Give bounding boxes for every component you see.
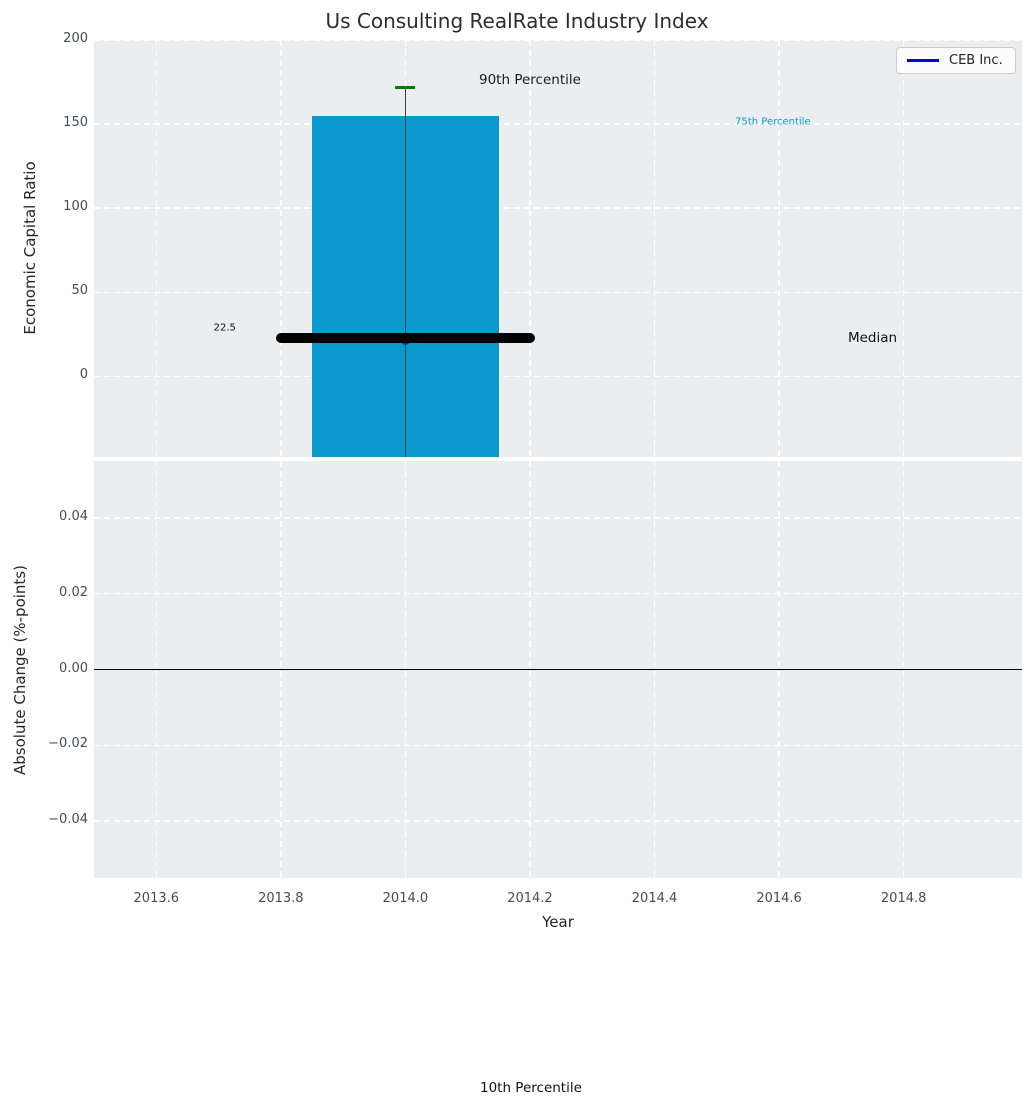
gridline-vertical: [653, 40, 656, 457]
gridline-horizontal: [94, 40, 1022, 41]
x-tick-label: 2014.8: [880, 891, 927, 906]
annotation-p75-label: 75th Percentile: [735, 116, 811, 128]
y-tick-label: 0.02: [59, 584, 88, 600]
y-tick-label: 150: [63, 115, 88, 131]
legend-line-icon: [907, 59, 939, 62]
y-tick-label: −0.02: [48, 736, 88, 752]
gridline-vertical: [280, 40, 282, 457]
chart-title: Us Consulting RealRate Industry Index: [325, 9, 709, 33]
top-panel: [94, 40, 1022, 457]
zero-reference-line: [94, 668, 1022, 671]
y-tick-label: 0.00: [59, 660, 88, 676]
annotation-median-value-label: 22.5: [213, 322, 236, 334]
y-tick-label: −0.04: [48, 812, 88, 828]
gridline-vertical: [902, 40, 905, 457]
gridline-horizontal: [94, 291, 1022, 293]
gridline-vertical: [155, 40, 157, 457]
gridline-horizontal: [94, 123, 1022, 125]
annotation-median-label: Median: [847, 329, 898, 346]
median-line: [275, 333, 535, 344]
annotation-p10-label: 10th Percentile: [479, 1080, 582, 1097]
y-tick-label: 0: [79, 367, 88, 383]
gridline-horizontal: [94, 744, 1022, 746]
gridline-vertical: [529, 40, 531, 457]
gridline-horizontal: [94, 207, 1022, 209]
x-tick-label: 2013.6: [133, 891, 180, 906]
annotation-p90-label: 90th Percentile: [479, 72, 581, 89]
x-tick-label: 2014.2: [507, 891, 553, 906]
gridline-vertical: [778, 40, 780, 457]
gridline-horizontal: [94, 820, 1022, 822]
gridline-horizontal: [94, 517, 1022, 519]
x-axis-label: Year: [542, 913, 574, 931]
y-tick-label: 50: [71, 283, 88, 299]
x-tick-label: 2014.4: [631, 891, 678, 906]
x-tick-label: 2014.6: [756, 891, 802, 906]
legend-label: CEB Inc.: [949, 53, 1003, 68]
percentile-90-cap: [395, 85, 416, 89]
y-tick-label: 200: [63, 31, 88, 46]
x-tick-label: 2014.0: [382, 891, 429, 906]
y-tick-label: 100: [63, 199, 88, 215]
gridline-horizontal: [94, 592, 1022, 595]
gridline-horizontal: [94, 375, 1022, 377]
y-axis-label-top: Economic Capital Ratio: [21, 161, 39, 335]
y-tick-label: 0.04: [59, 508, 88, 524]
x-tick-label: 2013.8: [258, 891, 304, 906]
bottom-panel: [94, 461, 1022, 878]
percentile-whisker: [404, 87, 407, 457]
legend: CEB Inc.: [896, 47, 1016, 74]
